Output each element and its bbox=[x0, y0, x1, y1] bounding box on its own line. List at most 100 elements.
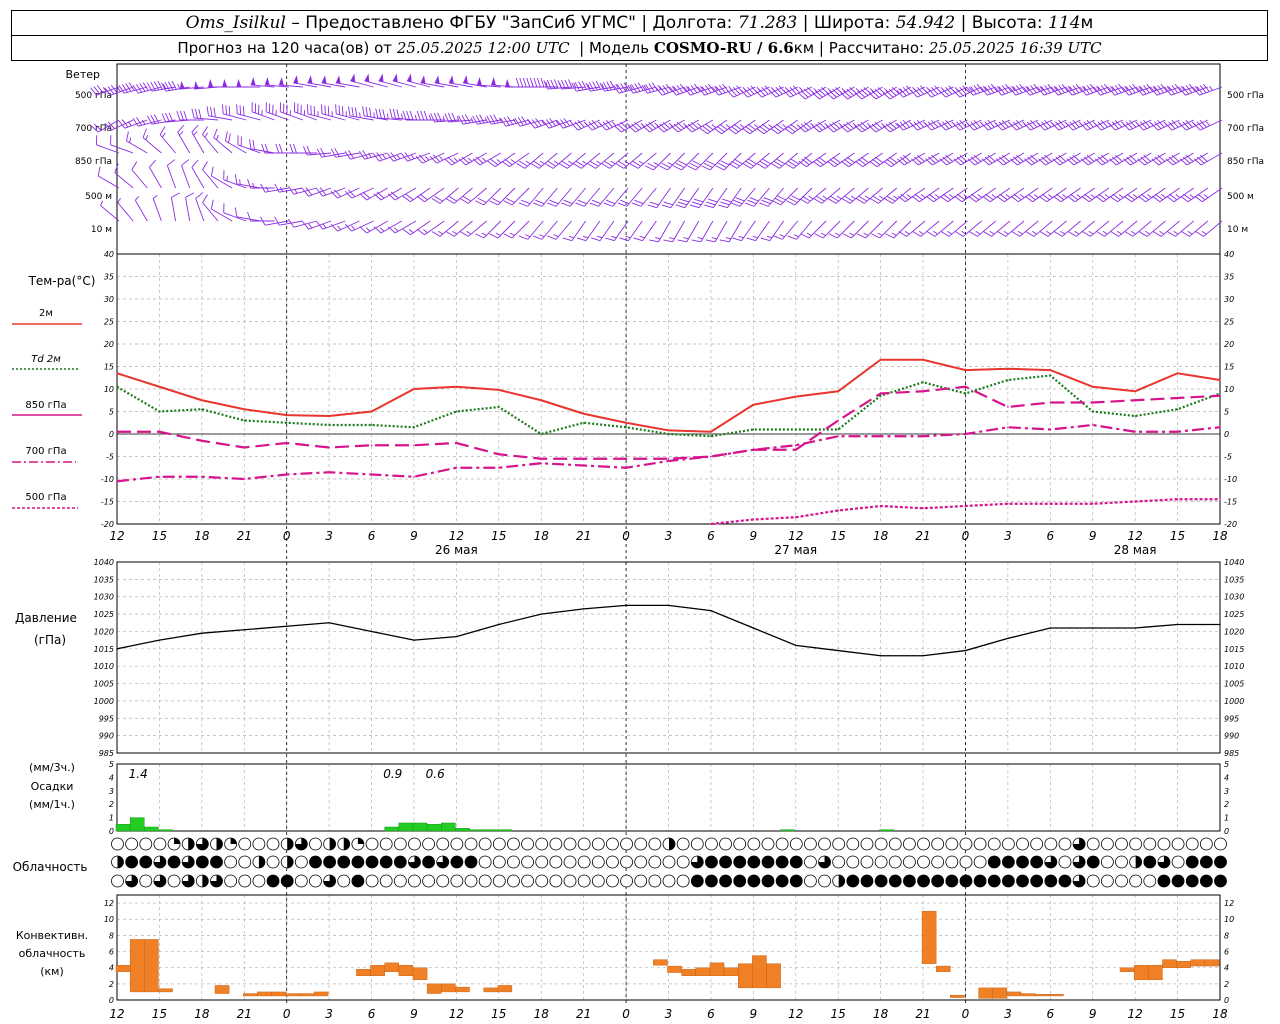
wind-barb bbox=[316, 220, 346, 230]
wind-barb bbox=[628, 119, 657, 133]
wind-barb bbox=[613, 82, 643, 94]
wind-barb bbox=[373, 187, 403, 201]
precip-3h-label: 1.4 bbox=[129, 767, 148, 781]
temp-series-point bbox=[710, 455, 712, 458]
temp-series-point bbox=[498, 466, 500, 469]
cloud-symbol-fill bbox=[153, 856, 166, 868]
pressure-point bbox=[752, 627, 755, 629]
wind-barb bbox=[90, 119, 120, 133]
y-tick-left-conv: 2 bbox=[109, 980, 114, 989]
cloud-symbol bbox=[1171, 837, 1185, 851]
cloud-symbol bbox=[521, 837, 534, 851]
temp-series-point bbox=[1176, 408, 1179, 411]
wind-barb bbox=[530, 152, 558, 169]
wind-barb bbox=[387, 220, 417, 234]
cloud-symbol bbox=[507, 837, 520, 851]
wind-barb bbox=[1080, 152, 1110, 166]
wind-barb bbox=[307, 75, 332, 88]
x-tick-label-bottom: 9 bbox=[410, 1007, 418, 1021]
cloud-symbol bbox=[563, 874, 577, 888]
cloud-symbol bbox=[1171, 874, 1185, 888]
temp-series-point bbox=[328, 471, 330, 474]
temp-series-point bbox=[540, 457, 543, 460]
cloud-symbol bbox=[379, 874, 393, 888]
temp-series-point bbox=[243, 408, 246, 411]
conv-bar bbox=[243, 993, 258, 997]
computed-label: Рассчитано: bbox=[828, 39, 925, 57]
wind-barb bbox=[547, 220, 572, 240]
longitude-label: Долгота: bbox=[652, 13, 733, 33]
wind-barb bbox=[95, 135, 120, 154]
temp-series-point bbox=[1134, 500, 1136, 503]
temp-series-point bbox=[964, 392, 967, 395]
wind-barb bbox=[458, 152, 487, 166]
cloud-symbol-fill bbox=[230, 838, 237, 844]
wind-barb bbox=[274, 183, 303, 193]
precip-bar bbox=[115, 824, 131, 832]
pressure-point bbox=[498, 623, 500, 626]
wind-barb bbox=[1152, 220, 1180, 237]
y-tick-left-temp: -20 bbox=[101, 520, 114, 529]
wind-barb bbox=[1094, 119, 1124, 131]
cloud-symbol bbox=[210, 855, 223, 869]
wind-barb bbox=[728, 152, 756, 169]
temp-series-point bbox=[328, 446, 330, 449]
wind-barb bbox=[575, 187, 601, 207]
cloud-symbol bbox=[167, 855, 181, 869]
x-tick-label-bottom: 6 bbox=[707, 1007, 715, 1021]
y-tick-right-conv: 4 bbox=[1224, 964, 1229, 973]
cloud-symbol bbox=[238, 837, 252, 851]
wind-level-label-left: 850 гПа bbox=[75, 157, 112, 167]
cloud-symbol bbox=[606, 874, 619, 888]
conv-bar bbox=[257, 991, 272, 997]
y-tick-right-conv: 6 bbox=[1224, 948, 1229, 957]
wind-barb bbox=[159, 126, 176, 154]
conv-bar bbox=[483, 987, 499, 993]
wind-barb bbox=[1179, 152, 1209, 166]
wind-barb bbox=[430, 112, 459, 123]
wind-barb bbox=[503, 187, 530, 206]
temp-series-point bbox=[1091, 410, 1094, 413]
wind-barb bbox=[491, 77, 515, 88]
wind-barb bbox=[179, 80, 204, 90]
precip-bar bbox=[129, 817, 145, 832]
longitude-value: 71.283 bbox=[737, 13, 798, 33]
temp-series-point bbox=[201, 439, 203, 442]
wind-barb bbox=[631, 187, 657, 207]
temp-series-point bbox=[1091, 502, 1094, 505]
cloud-symbol bbox=[549, 874, 563, 888]
pressure-point bbox=[1092, 627, 1094, 629]
x-tick-label: 0 bbox=[622, 529, 630, 543]
wind-barb bbox=[954, 220, 982, 237]
x-tick-label-bottom: 12 bbox=[1128, 1007, 1143, 1021]
cloud-symbol bbox=[846, 837, 860, 851]
cloud-symbol bbox=[323, 855, 337, 869]
wind-barb bbox=[589, 187, 615, 207]
cloud-symbol bbox=[719, 874, 732, 888]
wind-barb bbox=[617, 187, 643, 207]
altitude-value: 114 bbox=[1048, 13, 1081, 33]
wind-level-label-left: 700 гПа bbox=[75, 124, 112, 134]
wind-barb bbox=[772, 187, 799, 206]
wind-barb bbox=[745, 187, 770, 207]
wind-barb bbox=[787, 220, 813, 240]
temp-series-point bbox=[794, 444, 797, 447]
temp-series-point bbox=[667, 429, 670, 432]
date-label: 27 мая bbox=[774, 543, 817, 557]
temp-series-point bbox=[498, 453, 500, 456]
x-tick-label: 9 bbox=[750, 529, 758, 543]
model-label: Модель bbox=[588, 39, 650, 57]
cloud-symbol bbox=[422, 837, 436, 851]
cloud-symbol-fill bbox=[1157, 856, 1170, 868]
y-tick-left-pres: 1030 bbox=[94, 593, 114, 602]
wind-barb bbox=[633, 220, 657, 242]
wind-barb bbox=[503, 220, 530, 239]
wind-barb bbox=[392, 73, 417, 88]
wind-barb bbox=[562, 220, 587, 242]
conv-bar bbox=[144, 939, 159, 993]
wind-barb bbox=[926, 220, 954, 237]
wind-barb bbox=[983, 220, 1011, 237]
cloud-symbol bbox=[959, 874, 973, 888]
wind-barb bbox=[401, 152, 431, 162]
conv-bar bbox=[766, 963, 781, 989]
